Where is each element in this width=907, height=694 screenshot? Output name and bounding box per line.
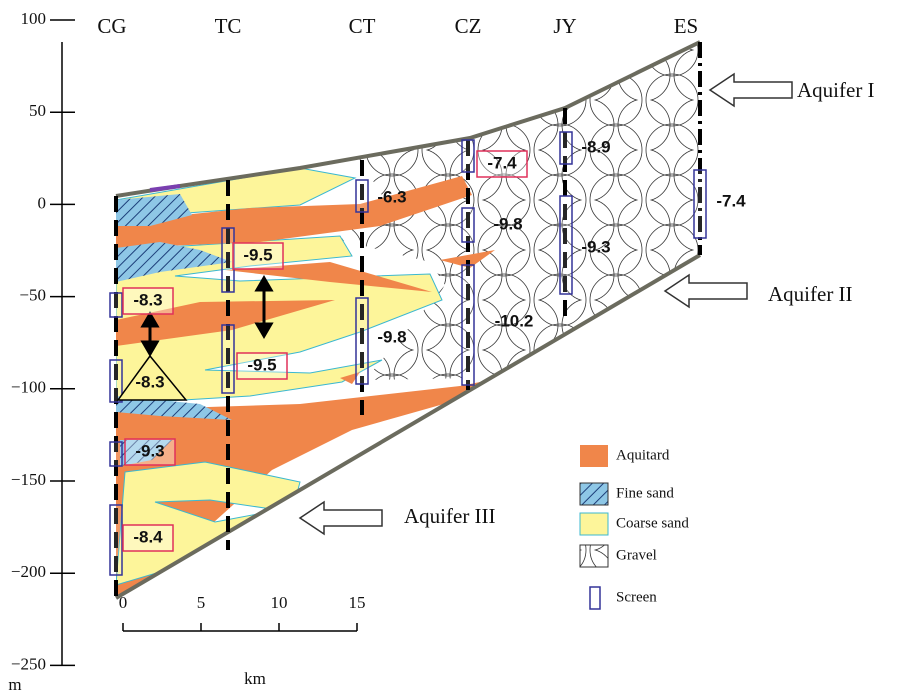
axis-tick-label: −100	[11, 378, 46, 397]
screen	[462, 208, 474, 242]
legend-label: Screen	[616, 589, 657, 605]
legend-swatch	[580, 513, 608, 535]
head-value: -9.3	[581, 237, 610, 256]
head-value: -8.3	[135, 372, 164, 391]
scale-label: 10	[271, 593, 288, 612]
legend-swatch	[580, 483, 608, 505]
aquifer-label: Aquifer III	[404, 504, 496, 528]
screen	[110, 505, 122, 575]
well-name: CZ	[455, 14, 482, 38]
head-value: -6.3	[377, 187, 406, 206]
well-name: CG	[97, 14, 126, 38]
legend-label: Aquitard	[616, 447, 670, 463]
axis-tick-label: −50	[19, 286, 46, 305]
screen	[462, 265, 474, 385]
axis-tick-label: −250	[11, 654, 46, 673]
well-name: TC	[215, 14, 242, 38]
screen	[560, 196, 572, 294]
legend-label: Fine sand	[616, 485, 674, 501]
scale-label: 0	[119, 593, 128, 612]
screen	[462, 140, 474, 172]
axis-tick-label: 100	[21, 9, 47, 28]
well-name: JY	[553, 14, 576, 38]
axis-tick-label: 0	[38, 193, 47, 212]
screen	[110, 293, 122, 317]
legend-label: Coarse sand	[616, 515, 689, 531]
aquifer-arrow	[710, 74, 792, 106]
scale-label: 15	[349, 593, 366, 612]
screen	[222, 325, 234, 393]
head-value: -7.4	[716, 191, 746, 210]
axis-unit: m	[8, 675, 21, 694]
head-value: -7.4	[487, 153, 517, 172]
screen	[356, 180, 368, 212]
axis-tick-label: −150	[11, 470, 46, 489]
legend-label: Gravel	[616, 547, 657, 563]
well-name: CT	[349, 14, 376, 38]
screen	[356, 298, 368, 384]
legend-swatch	[580, 445, 608, 467]
well-name: ES	[674, 14, 699, 38]
screen	[110, 442, 122, 466]
head-value: -8.3	[133, 290, 162, 309]
head-value: -8.4	[133, 527, 163, 546]
head-value: -9.8	[377, 327, 406, 346]
screen	[694, 170, 706, 238]
screen	[560, 132, 572, 164]
aquifer-label: Aquifer II	[768, 282, 853, 306]
head-value: -9.8	[493, 214, 522, 233]
legend-swatch	[580, 545, 608, 567]
cross-section: Aquitard Fine sand Coarse sand Gravel Screen…	[0, 0, 907, 694]
aquifer-label: Aquifer I	[797, 78, 875, 102]
aquifer-arrow	[300, 502, 382, 534]
legend-swatch	[590, 587, 600, 609]
axis-tick-label: 50	[29, 101, 46, 120]
scale-label: 5	[197, 593, 206, 612]
axis-tick-label: −200	[11, 562, 46, 581]
head-value: -8.9	[581, 137, 610, 156]
head-value: -10.2	[495, 311, 534, 330]
aquifer-arrow	[665, 275, 747, 307]
scale-unit: km	[244, 669, 266, 688]
screen	[222, 228, 234, 292]
head-value: -9.5	[247, 355, 276, 374]
head-value: -9.5	[243, 245, 272, 264]
head-value: -9.3	[135, 441, 164, 460]
